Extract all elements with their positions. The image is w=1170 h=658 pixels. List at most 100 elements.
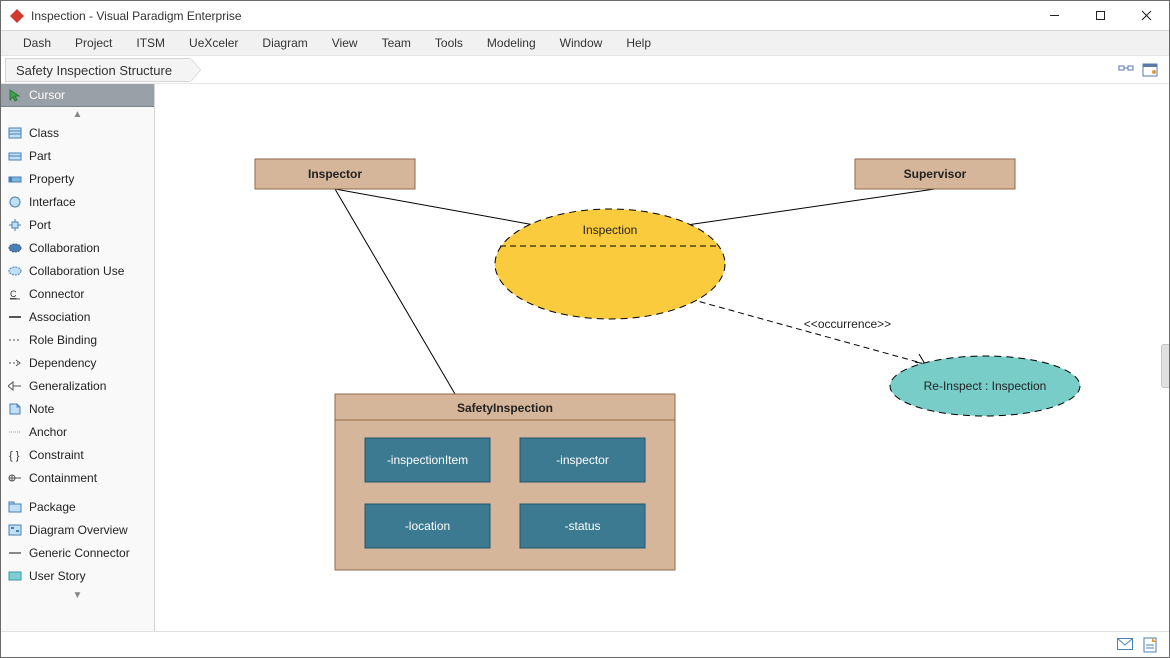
interface-icon: [7, 194, 23, 210]
palette-label: Cursor: [29, 88, 65, 102]
palette-label: Constraint: [29, 448, 84, 462]
palette-association[interactable]: Association: [1, 306, 154, 329]
palette-label: Interface: [29, 195, 76, 209]
palette-port[interactable]: Port: [1, 214, 154, 237]
palette-collaboration[interactable]: Collaboration: [1, 237, 154, 260]
edge-occurrence-arrow: [915, 354, 925, 364]
generalization-icon: [7, 378, 23, 394]
association-icon: [7, 309, 23, 325]
part-icon: [7, 148, 23, 164]
palette-label: Package: [29, 500, 76, 514]
palette-label: Property: [29, 172, 74, 186]
palette-label: Role Binding: [29, 333, 97, 347]
palette-class[interactable]: Class: [1, 122, 154, 145]
palette-property[interactable]: Property: [1, 168, 154, 191]
svg-text:{ }: { }: [9, 450, 20, 462]
palette-generalization[interactable]: Generalization: [1, 375, 154, 398]
palette-label: Association: [29, 310, 90, 324]
package-icon: [7, 499, 23, 515]
palette-label: Collaboration Use: [29, 264, 124, 278]
menu-diagram[interactable]: Diagram: [250, 31, 319, 55]
panel-icon[interactable]: [1141, 61, 1159, 79]
palette-cursor[interactable]: Cursor: [1, 84, 154, 107]
edge-inspector-safety[interactable]: [335, 189, 455, 394]
palette-collaboration-use[interactable]: Collaboration Use: [1, 260, 154, 283]
menu-view[interactable]: View: [320, 31, 370, 55]
mail-icon[interactable]: [1117, 637, 1133, 653]
close-button[interactable]: [1123, 1, 1169, 31]
menu-tools[interactable]: Tools: [423, 31, 475, 55]
role-binding-icon: [7, 332, 23, 348]
menu-window[interactable]: Window: [548, 31, 615, 55]
side-panel-handle[interactable]: [1161, 344, 1169, 388]
palette-label: Collaboration: [29, 241, 100, 255]
note-icon[interactable]: [1143, 637, 1159, 653]
node-reinspect-label: Re-Inspect : Inspection: [924, 379, 1047, 393]
menu-team[interactable]: Team: [370, 31, 423, 55]
layout-icon[interactable]: [1117, 61, 1135, 79]
palette-scroll-up[interactable]: ▲: [1, 107, 154, 122]
palette-connector[interactable]: CConnector: [1, 283, 154, 306]
edge-occurrence[interactable]: [690, 299, 925, 364]
titlebar: Inspection - Visual Paradigm Enterprise: [1, 1, 1169, 31]
palette-label: Containment: [29, 471, 97, 485]
palette-constraint[interactable]: { } Constraint: [1, 444, 154, 467]
app-window: Inspection - Visual Paradigm Enterprise …: [0, 0, 1170, 658]
attr-location-label: -location: [405, 519, 450, 533]
menu-itsm[interactable]: ITSM: [124, 31, 177, 55]
user-story-icon: [7, 568, 23, 584]
node-safety-label: SafetyInspection: [457, 401, 553, 415]
collaboration-use-icon: [7, 263, 23, 279]
attr-status-label: -status: [564, 519, 600, 533]
edge-inspector-inspection[interactable]: [335, 189, 540, 226]
palette-scroll-down[interactable]: ▼: [1, 588, 154, 603]
statusbar: [1, 631, 1169, 657]
palette-containment[interactable]: Containment: [1, 467, 154, 490]
minimize-button[interactable]: [1031, 1, 1077, 31]
menu-uexceler[interactable]: UeXceler: [177, 31, 250, 55]
connector-icon: C: [7, 286, 23, 302]
port-icon: [7, 217, 23, 233]
breadcrumb[interactable]: Safety Inspection Structure: [5, 58, 190, 82]
attr-inspectionItem-label: -inspectionItem: [387, 453, 468, 467]
palette-label: Generic Connector: [29, 546, 130, 560]
palette-label: User Story: [29, 569, 86, 583]
attr-inspector-label: -inspector: [556, 453, 609, 467]
edge-supervisor-inspection[interactable]: [680, 189, 935, 226]
palette-role-binding[interactable]: Role Binding: [1, 329, 154, 352]
collaboration-icon: [7, 240, 23, 256]
menu-help[interactable]: Help: [614, 31, 663, 55]
palette-anchor[interactable]: Anchor: [1, 421, 154, 444]
note-icon: [7, 401, 23, 417]
palette-user-story[interactable]: User Story: [1, 565, 154, 588]
palette-label: Port: [29, 218, 51, 232]
menu-dash[interactable]: Dash: [11, 31, 63, 55]
node-inspector-label: Inspector: [308, 167, 362, 181]
app-logo-icon: [9, 8, 25, 24]
palette-label: Class: [29, 126, 59, 140]
maximize-button[interactable]: [1077, 1, 1123, 31]
palette-generic-connector[interactable]: Generic Connector: [1, 542, 154, 565]
node-inspection-label: Inspection: [583, 223, 638, 237]
palette-label: Part: [29, 149, 51, 163]
dependency-icon: [7, 355, 23, 371]
palette-diagram-overview[interactable]: Diagram Overview: [1, 519, 154, 542]
anchor-icon: [7, 424, 23, 440]
main-split: Cursor ▲ Class Part Property Interface Port Col…: [1, 84, 1169, 631]
palette-package[interactable]: Package: [1, 496, 154, 519]
diagram-overview-icon: [7, 522, 23, 538]
node-supervisor-label: Supervisor: [904, 167, 967, 181]
palette-dependency[interactable]: Dependency: [1, 352, 154, 375]
palette-label: Anchor: [29, 425, 67, 439]
palette-label: Diagram Overview: [29, 523, 128, 537]
menu-modeling[interactable]: Modeling: [475, 31, 548, 55]
breadcrumb-bar: Safety Inspection Structure: [1, 56, 1169, 84]
menubar: DashProjectITSMUeXcelerDiagramViewTeamTo…: [1, 31, 1169, 56]
diagram-canvas[interactable]: <<occurrence>>InspectorSupervisorInspect…: [155, 84, 1169, 631]
cursor-icon: [7, 87, 23, 103]
palette-interface[interactable]: Interface: [1, 191, 154, 214]
constraint-icon: { }: [7, 447, 23, 463]
palette-part[interactable]: Part: [1, 145, 154, 168]
menu-project[interactable]: Project: [63, 31, 124, 55]
palette-note[interactable]: Note: [1, 398, 154, 421]
